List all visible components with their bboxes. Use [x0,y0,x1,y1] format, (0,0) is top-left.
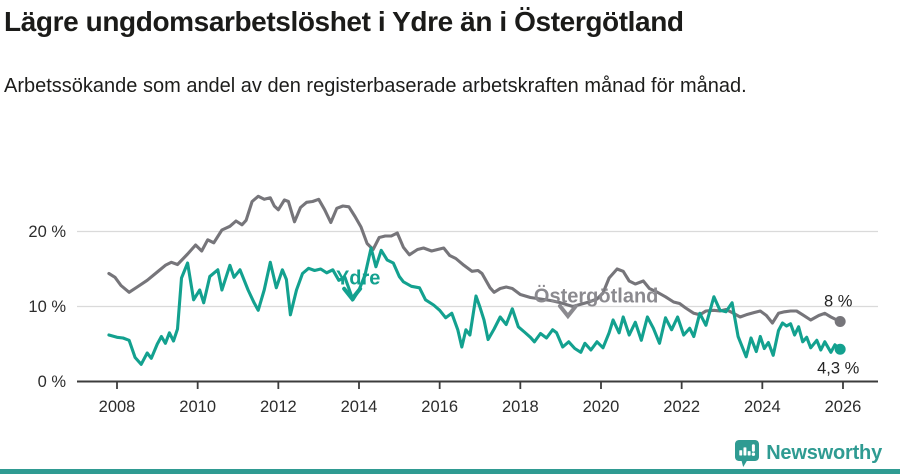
series-label-caret-ydre [342,286,363,302]
y-axis-label-20: 20 % [28,223,66,241]
x-axis-label-2024: 2024 [744,398,781,416]
series-endpoint-östergötland [834,316,846,327]
page-title: Lägre ungdomsarbetslöshet i Ydre än i Ös… [4,6,684,37]
x-axis-label-2010: 2010 [179,398,216,416]
end-value-label-ydre: 4,3 % [817,359,860,377]
newsworthy-logo-text: Newsworthy [766,442,882,464]
y-axis-label-10: 10 % [28,298,66,316]
newsworthy-bubble-chart-icon [735,440,760,467]
y-axis-label-0: 0 % [38,373,67,391]
end-value-label-östergötland: 8 % [824,293,853,311]
x-axis-label-2026: 2026 [825,398,862,416]
x-axis-label-2016: 2016 [421,398,458,416]
series-line-ydre [107,246,842,366]
x-axis-label-2008: 2008 [99,398,136,416]
series-label-ydre: Ydre [336,267,380,289]
x-axis-label-2014: 2014 [341,398,378,416]
newsworthy-logo[interactable]: Newsworthy [735,440,882,467]
x-axis-label-2012: 2012 [260,398,297,416]
footer-accent-bar [0,469,900,474]
chart-subtitle: Arbetssökande som andel av den registerb… [4,75,747,97]
series-line-östergötland [107,194,842,325]
x-axis-label-2018: 2018 [502,398,539,416]
series-label-caret-östergötland [557,304,578,320]
x-axis-label-2020: 2020 [583,398,620,416]
x-axis-label-2022: 2022 [663,398,700,416]
series-label-östergötland: Östergötland [534,284,658,307]
series-endpoint-ydre [834,343,846,355]
